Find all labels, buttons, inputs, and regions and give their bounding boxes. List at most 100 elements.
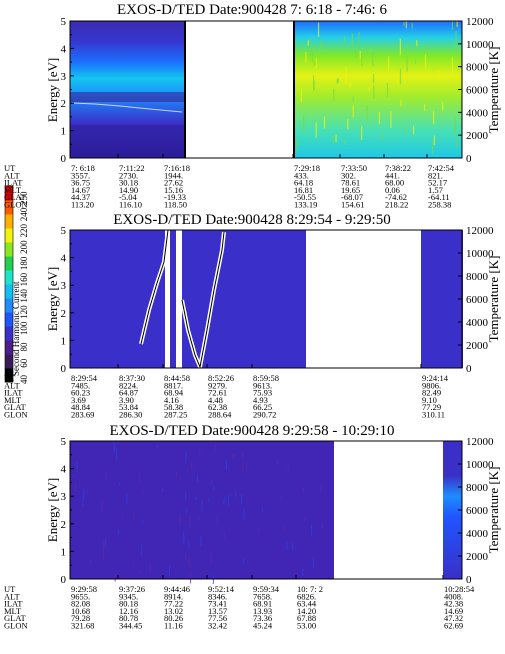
spectrogram-speckle xyxy=(366,105,368,120)
ephemeris-cell: 2730. xyxy=(119,170,138,180)
spectrogram-speckle xyxy=(373,85,375,99)
ephemeris-cell: 310.11 xyxy=(422,410,445,420)
spectrogram-speckle xyxy=(300,88,303,103)
ephemeris-cell: 67.88 xyxy=(297,613,316,623)
ephemeris-cell: 7658. xyxy=(253,591,272,601)
spectrogram-speckle xyxy=(233,452,235,460)
spectrogram-speckle xyxy=(311,524,313,536)
panel-3-y2-ticks: 0 2000 4000 6000 8000 10000 12000 xyxy=(458,436,494,586)
ephemeris-cell: 66.25 xyxy=(253,402,272,412)
spectrogram-block xyxy=(443,441,462,579)
ephemeris-cell: 8817. xyxy=(164,380,183,390)
ephemeris-cell: 62.69 xyxy=(444,621,463,631)
colorbar: 40 60 80 100 120 140 160 180 200 220 240 250 Second… xyxy=(4,185,29,384)
ephemeris-cell: 45.24 xyxy=(253,621,273,631)
y-tick-label: 4 xyxy=(61,464,67,476)
ephemeris-row-label: ILAT xyxy=(4,388,23,398)
colorbar-swatch xyxy=(5,228,13,243)
spectrogram-speckle xyxy=(195,496,197,501)
spectrogram-speckle xyxy=(213,485,215,491)
ephemeris-cell: 7:38:22 xyxy=(385,163,411,173)
ephemeris-cell: -5.04 xyxy=(119,192,137,202)
spectrogram-speckle xyxy=(347,119,349,130)
ephemeris-cell: 82.08 xyxy=(71,599,90,609)
y-tick-label: 1 xyxy=(61,335,67,347)
spectrogram-speckle xyxy=(287,465,289,472)
ephemeris-cell: 47.32 xyxy=(444,613,463,623)
ephemeris-cell: 9.10 xyxy=(422,395,437,405)
ephemeris-cell: 321.68 xyxy=(71,621,94,631)
colorbar-swatch xyxy=(5,368,13,383)
spectrogram-speckle xyxy=(224,496,226,503)
spectrogram-speckle xyxy=(424,54,427,68)
spectrogram-speckle xyxy=(438,70,440,81)
y-tick-label: 3 xyxy=(61,280,67,292)
ephemeris-cell: 9:44:46 xyxy=(164,584,190,594)
ephemeris-cell: 10:28:54 xyxy=(444,584,475,594)
spectrogram-speckle xyxy=(454,128,456,136)
y2-tick-label: 4000 xyxy=(466,107,489,119)
ephemeris-cell: 63.44 xyxy=(297,599,317,609)
spectrogram-speckle xyxy=(312,75,315,91)
ephemeris-cell: 62.38 xyxy=(208,402,227,412)
spectrogram-speckle xyxy=(280,496,282,501)
spectrogram-speckle xyxy=(403,21,405,27)
colorbar-tick-label: 60 xyxy=(19,358,29,368)
spectrogram-speckle xyxy=(83,488,85,495)
spectrogram-speckle xyxy=(283,523,285,533)
spectrogram-speckle xyxy=(232,454,234,459)
ephemeris-cell: 7:16:18 xyxy=(164,163,190,173)
ephemeris-cell: 8346. xyxy=(208,591,227,601)
panel-1-title: EXOS-D/TED Date:900428 7: 6:18 - 7:46: 6 xyxy=(117,2,387,18)
spectrogram-speckle xyxy=(118,482,120,486)
ephemeris-cell: 36.75 xyxy=(71,178,90,188)
spectrogram-speckle xyxy=(156,444,158,449)
ephemeris-cell: 12.16 xyxy=(119,606,138,616)
spectrogram-speckle xyxy=(414,59,417,64)
spectrogram-speckle xyxy=(142,520,144,525)
spectrogram-speckle xyxy=(187,557,189,566)
ephemeris-cell: 52.17 xyxy=(428,178,447,188)
spectrogram-speckle xyxy=(114,574,116,582)
spectrogram-speckle xyxy=(454,116,456,134)
spectrogram-speckle xyxy=(307,40,309,46)
y2-tick-label: 2000 xyxy=(466,340,489,352)
colorbar-label: Second Harmonic Current xyxy=(11,281,21,376)
spectrogram-speckle xyxy=(412,125,415,135)
ephemeris-cell: 3.90 xyxy=(119,395,134,405)
spectrogram-speckle xyxy=(105,471,107,479)
ephemeris-cell: 7:33:50 xyxy=(341,163,367,173)
ephemeris-cell: -64.11 xyxy=(428,192,450,202)
spectrogram-speckle xyxy=(416,40,418,47)
ephemeris-cell: 3.69 xyxy=(71,395,86,405)
ephemeris-cell: 433. xyxy=(294,170,309,180)
ephemeris-cell: 118.50 xyxy=(164,200,187,210)
data-gap xyxy=(165,230,170,368)
colorbar-tick-label: 250 xyxy=(19,191,29,205)
panel-1-spectrogram xyxy=(70,21,462,158)
colorbar-tick-label: 200 xyxy=(19,240,29,254)
spectrogram-speckle xyxy=(133,511,135,521)
y-tick-label: 3 xyxy=(61,71,67,83)
spectrogram-speckle xyxy=(406,56,408,72)
y-tick-label: 0 xyxy=(61,153,67,165)
colorbar-tick-label: 140 xyxy=(19,289,29,303)
colorbar-swatch xyxy=(5,284,13,299)
ephemeris-cell: 82.49 xyxy=(422,388,441,398)
spectrogram-speckle xyxy=(190,571,192,584)
spectrogram-speckle xyxy=(352,105,354,118)
colorbar-swatch xyxy=(5,340,13,355)
spectrogram-speckle xyxy=(226,460,228,471)
spectrogram-block xyxy=(421,230,463,368)
ephemeris-cell: 30.18 xyxy=(119,178,138,188)
spectrogram-speckle xyxy=(456,139,458,147)
ephemeris-cell: 9613. xyxy=(253,380,272,390)
temperature-trace xyxy=(140,229,169,345)
ephemeris-cell: 68.00 xyxy=(385,178,404,188)
spectrogram-speckle xyxy=(431,139,434,154)
panel-3-y-ticks: 0 1 2 3 4 5 xyxy=(61,436,444,586)
spectrogram-speckle xyxy=(189,515,191,528)
ephemeris-cell: -50.55 xyxy=(294,192,316,202)
spectrogram-speckle xyxy=(292,542,294,552)
spectrogram-speckle xyxy=(358,31,360,44)
